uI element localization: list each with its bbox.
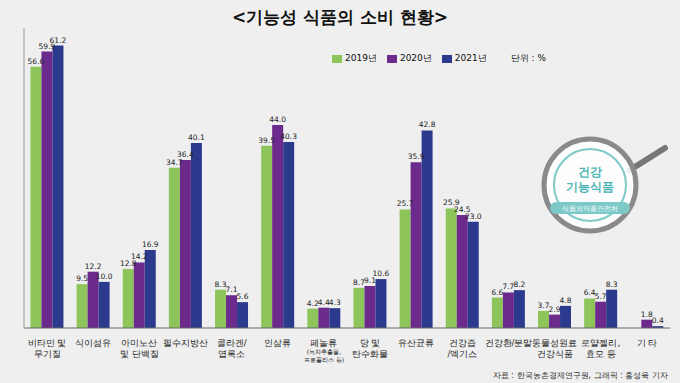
html-text:자료 : 한국농촌경제연구원, 그래픽 : 홍성욱 기자: 자료 : 한국농촌경제연구원, 그래픽 : 홍성욱 기자	[492, 371, 668, 380]
svg-text:42.8: 42.8	[419, 120, 436, 129]
svg-text:2.9: 2.9	[549, 305, 561, 314]
svg-text:아미노산및 단백질: 아미노산및 단백질	[120, 338, 159, 359]
svg-text:기능식품: 기능식품	[566, 180, 614, 194]
svg-text:5.7: 5.7	[595, 292, 607, 301]
svg-text:40.3: 40.3	[280, 132, 297, 141]
svg-text:10.6: 10.6	[373, 269, 390, 278]
html-text:2021년: 2021년	[454, 53, 487, 63]
svg-text:44.0: 44.0	[269, 115, 286, 124]
svg-text:61.2: 61.2	[50, 36, 67, 45]
svg-text:36.4: 36.4	[177, 150, 194, 159]
html-text:2020년: 2020년	[399, 53, 432, 63]
svg-text:14.2: 14.2	[131, 252, 148, 261]
svg-text:인삼류: 인삼류	[264, 338, 291, 348]
svg-text:9.5: 9.5	[76, 274, 88, 283]
svg-text:3.7: 3.7	[537, 300, 550, 310]
svg-text:16.9: 16.9	[142, 240, 159, 249]
svg-text:8.3: 8.3	[214, 279, 227, 289]
svg-text:23.0: 23.0	[465, 212, 482, 221]
svg-text:1.8: 1.8	[640, 309, 653, 319]
svg-text:콜라겐/엽록소: 콜라겐/엽록소	[217, 338, 247, 359]
svg-text:8.2: 8.2	[513, 280, 525, 289]
svg-text:4.8: 4.8	[560, 296, 572, 305]
svg-text:6.6: 6.6	[491, 287, 504, 297]
svg-text:6.4: 6.4	[583, 288, 596, 298]
svg-text:건강: 건강	[578, 165, 602, 179]
svg-text:25.9: 25.9	[442, 198, 460, 208]
svg-text:5.6: 5.6	[237, 292, 249, 301]
html-text:단위 : %: 단위 : %	[510, 53, 546, 63]
svg-text:24.5: 24.5	[453, 204, 471, 214]
svg-text:12.2: 12.2	[85, 262, 102, 271]
svg-text:당 및탄수화물: 당 및탄수화물	[352, 338, 388, 359]
svg-text:56.6: 56.6	[28, 57, 45, 66]
svg-text:10.0: 10.0	[96, 272, 113, 281]
svg-text:8.3: 8.3	[606, 280, 618, 289]
svg-text:40.1: 40.1	[188, 133, 205, 142]
svg-text:7.7: 7.7	[502, 282, 515, 292]
svg-text:7.1: 7.1	[225, 285, 238, 295]
svg-text:로얄젤리,효모 등: 로얄젤리,효모 등	[581, 338, 620, 359]
svg-text:12.8: 12.8	[119, 258, 137, 268]
svg-text:기 타: 기 타	[637, 338, 658, 348]
svg-text:4.2: 4.2	[306, 298, 319, 308]
svg-text:식품의약품안전처: 식품의약품안전처	[562, 205, 618, 213]
html-text:2019년: 2019년	[345, 53, 377, 63]
svg-text:필수지방산: 필수지방산	[163, 338, 208, 348]
svg-text:0.4: 0.4	[652, 316, 664, 325]
svg-text:페놀류(녹차추출물,프로폴리스 등): 페놀류(녹차추출물,프로폴리스 등)	[304, 338, 344, 363]
svg-text:4.3: 4.3	[329, 298, 341, 307]
svg-text:59.9: 59.9	[38, 41, 56, 51]
svg-text:35.9: 35.9	[408, 152, 425, 161]
svg-text:비타민 및무기질: 비타민 및무기질	[28, 338, 67, 359]
svg-text:8.7: 8.7	[353, 277, 365, 287]
svg-text:동물성원료건강식품: 동물성원료건강식품	[532, 338, 577, 359]
svg-text:4.4: 4.4	[317, 297, 330, 307]
svg-text:건강환/분말: 건강환/분말	[485, 338, 533, 348]
svg-text:39.5: 39.5	[258, 136, 275, 145]
svg-text:식이섬유: 식이섬유	[75, 338, 111, 348]
svg-text:건강즙/엑기스: 건강즙/엑기스	[447, 338, 477, 359]
svg-text:25.7: 25.7	[397, 199, 414, 208]
svg-text:34.7: 34.7	[166, 158, 183, 167]
svg-text:9.1: 9.1	[364, 276, 376, 285]
html-text:<기능성 식품의 소비 현황>: <기능성 식품의 소비 현황>	[231, 7, 449, 27]
svg-text:유산균류: 유산균류	[398, 338, 434, 348]
